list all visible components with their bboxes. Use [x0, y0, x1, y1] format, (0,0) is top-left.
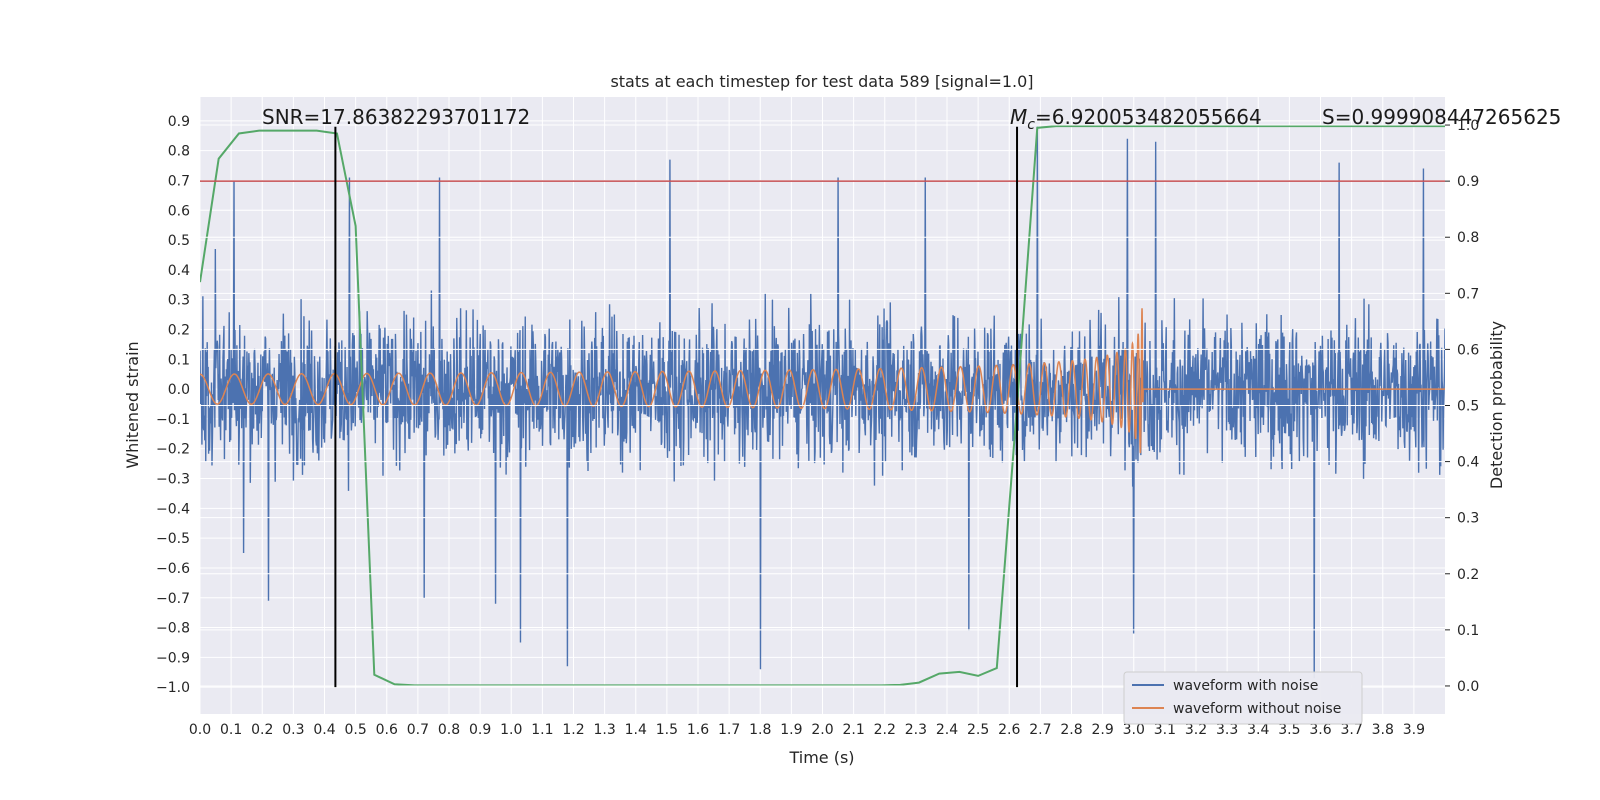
x-tick-label: 1.3: [593, 722, 615, 738]
y-left-tick-label: 0.1: [168, 352, 190, 368]
tick-labels: 0.0 0.1 0.2 0.3 0.4 0.5 0.6 0.7 0.8 0.9 1.0 1.1 1.2 1…: [156, 114, 1479, 738]
legend-label-clean: waveform without noise: [1173, 701, 1341, 717]
y-right-tick-label: 0.0: [1457, 679, 1479, 695]
x-tick-label: 1.0: [500, 722, 522, 738]
x-tick-label: 2.7: [1029, 722, 1051, 738]
y-right-tick-label: 0.9: [1457, 174, 1479, 190]
y-left-tick-label: −0.2: [156, 442, 190, 458]
y-left-tick-label: −0.7: [156, 591, 190, 607]
x-tick-label: 0.8: [438, 722, 460, 738]
y-left-tick-label: −0.3: [156, 472, 190, 488]
x-tick-label: 2.8: [1060, 722, 1082, 738]
y-right-tick-label: 0.3: [1457, 511, 1479, 527]
y-left-tick-label: 0.9: [168, 114, 190, 130]
y-left-tick-label: 0.0: [168, 382, 190, 398]
x-tick-label: 1.1: [531, 722, 553, 738]
x-tick-label: 3.3: [1216, 722, 1238, 738]
x-tick-label: 2.3: [905, 722, 927, 738]
x-tick-label: 1.7: [718, 722, 740, 738]
x-tick-label: 1.5: [656, 722, 678, 738]
y-left-tick-label: 0.6: [168, 203, 190, 219]
x-tick-label: 2.2: [874, 722, 896, 738]
y-right-tick-label: 1.0: [1457, 118, 1479, 134]
legend-label-noise: waveform with noise: [1173, 678, 1318, 694]
y-left-tick-label: 0.2: [168, 322, 190, 338]
x-tick-label: 2.9: [1091, 722, 1113, 738]
s-annotation: S=0.999908447265625: [1322, 105, 1561, 129]
chirp-mass-symbol: M: [1010, 105, 1027, 129]
y-left-tick-label: −0.4: [156, 501, 190, 517]
x-tick-label: 3.1: [1154, 722, 1176, 738]
y-right-tick-label: 0.4: [1457, 455, 1479, 471]
x-tick-label: 0.0: [189, 722, 211, 738]
x-tick-label: 2.5: [967, 722, 989, 738]
y-left-tick-label: −0.9: [156, 650, 190, 666]
x-tick-label: 0.7: [407, 722, 429, 738]
x-tick-label: 2.1: [842, 722, 864, 738]
x-tick-label: 1.2: [562, 722, 584, 738]
x-tick-label: 3.0: [1123, 722, 1145, 738]
series-line-waveform-with-noise: [200, 126, 1445, 679]
y-left-tick-label: 0.3: [168, 293, 190, 309]
x-tick-label: 0.1: [220, 722, 242, 738]
y-left-tick-label: 0.7: [168, 173, 190, 189]
chirp-mass-value: =6.920053482055664: [1035, 105, 1262, 129]
y-axis-left-label: Whitened strain: [123, 341, 142, 468]
y-right-tick-label: 0.2: [1457, 567, 1479, 583]
x-tick-label: 1.8: [749, 722, 771, 738]
x-axis-label: Time (s): [788, 748, 854, 767]
x-tick-label: 0.2: [251, 722, 273, 738]
x-tick-label: 0.4: [313, 722, 335, 738]
y-right-tick-label: 0.6: [1457, 342, 1479, 358]
y-right-tick-label: 0.8: [1457, 230, 1479, 246]
x-tick-label: 3.9: [1403, 722, 1425, 738]
x-tick-label: 3.4: [1247, 722, 1269, 738]
x-tick-label: 3.6: [1309, 722, 1331, 738]
x-tick-label: 0.9: [469, 722, 491, 738]
x-tick-label: 3.7: [1340, 722, 1362, 738]
x-tick-label: 3.8: [1372, 722, 1394, 738]
y-left-tick-label: −0.5: [156, 531, 190, 547]
y-right-tick-label: 0.5: [1457, 399, 1479, 415]
x-tick-label: 3.5: [1278, 722, 1300, 738]
y-right-tick-label: 0.7: [1457, 286, 1479, 302]
x-tick-label: 3.2: [1185, 722, 1207, 738]
legend: waveform with noise waveform without noi…: [1123, 671, 1363, 725]
chart-title: stats at each timestep for test data 589…: [610, 72, 1033, 91]
y-left-tick-label: 0.5: [168, 233, 190, 249]
x-tick-label: 0.6: [376, 722, 398, 738]
chirp-mass-subscript: c: [1027, 117, 1035, 133]
legend-box: [1123, 671, 1363, 725]
y-left-tick-label: −0.8: [156, 621, 190, 637]
chirp-mass-annotation: Mc=6.920053482055664: [1010, 105, 1262, 133]
x-tick-label: 2.0: [811, 722, 833, 738]
y-right-tick-label: 0.1: [1457, 623, 1479, 639]
x-tick-label: 2.6: [998, 722, 1020, 738]
x-tick-label: 1.6: [687, 722, 709, 738]
y-left-tick-label: −0.1: [156, 412, 190, 428]
y-left-tick-label: −1.0: [156, 680, 190, 696]
snr-annotation: SNR=17.86382293701172: [262, 105, 530, 129]
x-tick-label: 1.9: [780, 722, 802, 738]
y-axis-right-label: Detection probability: [1487, 321, 1506, 489]
y-left-tick-label: −0.6: [156, 561, 190, 577]
series-line-detection-probability: [200, 125, 1445, 687]
x-tick-label: 0.5: [344, 722, 366, 738]
x-tick-label: 1.4: [625, 722, 647, 738]
x-tick-label: 0.3: [282, 722, 304, 738]
x-tick-label: 2.4: [936, 722, 958, 738]
y-left-tick-label: 0.8: [168, 144, 190, 160]
y-left-tick-label: 0.4: [168, 263, 190, 279]
